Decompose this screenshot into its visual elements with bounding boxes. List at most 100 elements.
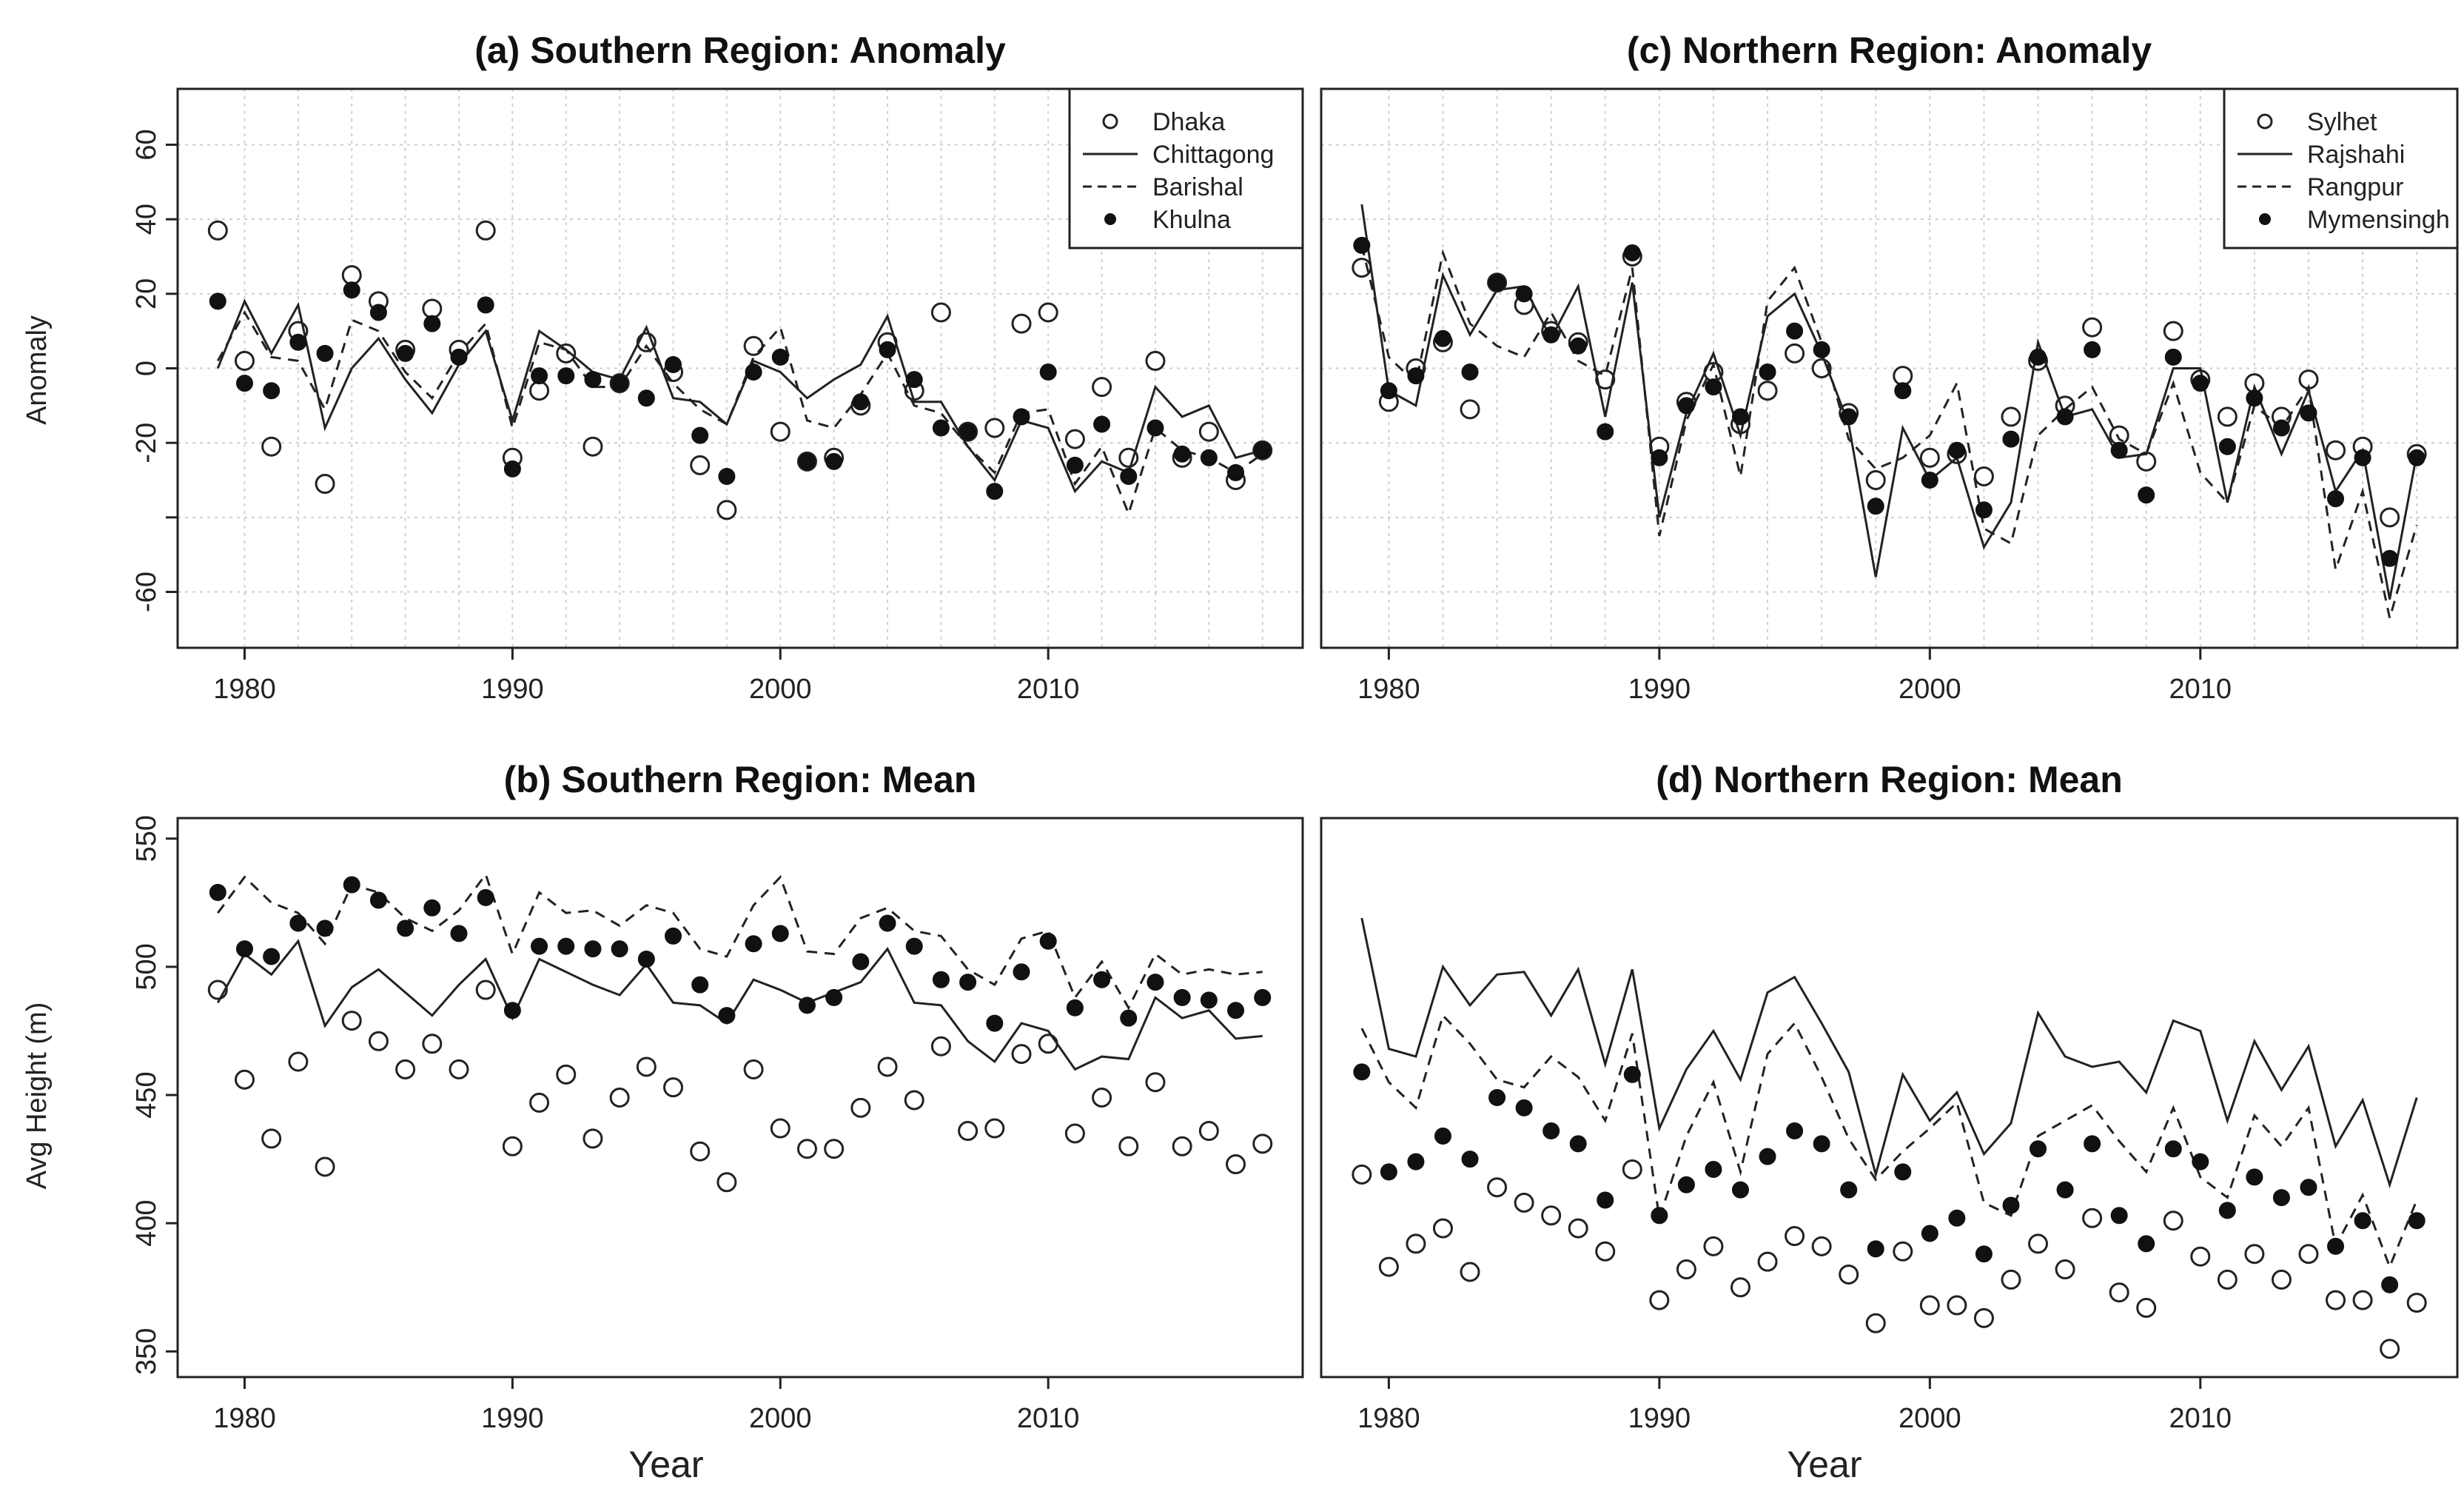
- panel-title: (a) Southern Region: Anomaly: [474, 30, 1006, 71]
- data-point: [1623, 1065, 1641, 1083]
- data-point: [2164, 1140, 2182, 1158]
- data-point: [1813, 341, 1830, 358]
- data-point: [2110, 1207, 2128, 1225]
- data-point: [2218, 1202, 2236, 1219]
- data-point: [423, 899, 441, 917]
- data-point: [2082, 317, 2103, 338]
- data-point: [207, 220, 228, 241]
- data-point: [2030, 1140, 2047, 1158]
- data-point: [1893, 366, 1913, 386]
- data-point: [397, 920, 414, 937]
- data-point: [1757, 1251, 1778, 1272]
- data-point: [2163, 1210, 2183, 1231]
- data-point: [209, 883, 226, 901]
- data-point: [1064, 429, 1085, 449]
- data-point: [369, 304, 387, 321]
- data-point: [2030, 348, 2047, 366]
- data-point: [234, 350, 255, 371]
- data-point: [771, 925, 789, 942]
- data-point: [477, 296, 494, 314]
- data-point: [959, 974, 977, 991]
- data-point: [984, 1118, 1005, 1139]
- data-point: [665, 355, 682, 373]
- data-point: [1488, 274, 1506, 292]
- data-point: [2138, 486, 2155, 504]
- data-point: [2272, 419, 2290, 437]
- data-point: [475, 979, 496, 1000]
- data-point: [743, 1059, 764, 1079]
- y-tick-label: 450: [131, 1071, 162, 1118]
- data-point: [1118, 447, 1139, 468]
- grid: [178, 89, 1303, 648]
- y-tick-label: 400: [131, 1199, 162, 1246]
- data-point: [1921, 472, 1938, 489]
- data-point: [261, 1128, 282, 1149]
- data-point: [1595, 1241, 1616, 1262]
- data-point: [316, 344, 334, 362]
- data-point: [450, 925, 468, 942]
- legend-label: Barishal: [1152, 173, 1243, 201]
- data-point: [2327, 1237, 2345, 1255]
- data-point: [584, 940, 602, 958]
- data-point: [1867, 498, 1884, 515]
- data-point: [2300, 404, 2317, 422]
- data-point: [2381, 549, 2399, 567]
- data-point: [1893, 1241, 1913, 1262]
- y-tick-label: -20: [131, 423, 162, 463]
- data-point: [1515, 1099, 1533, 1116]
- data-point: [796, 1139, 817, 1159]
- data-point: [2109, 425, 2129, 446]
- data-point: [2002, 1196, 2020, 1214]
- data-point: [718, 467, 736, 485]
- data-point: [2084, 341, 2101, 358]
- data-point: [2002, 430, 2020, 448]
- data-point: [1198, 421, 1219, 442]
- x-tick-label: 2010: [1017, 1403, 1080, 1434]
- data-point: [1515, 285, 1533, 303]
- y-tick-label: 550: [131, 815, 162, 862]
- data-point: [1066, 999, 1084, 1017]
- data-point: [531, 937, 548, 955]
- data-point: [637, 950, 655, 968]
- data-point: [1461, 1151, 1479, 1168]
- y-tick-label: 60: [131, 129, 162, 160]
- data-point: [2298, 1244, 2319, 1265]
- data-point: [1407, 1153, 1425, 1171]
- x-tick-label: 1990: [481, 1403, 544, 1434]
- data-point: [583, 436, 603, 457]
- data-point: [1460, 399, 1480, 420]
- series-barishal: [217, 872, 1263, 1011]
- data-point: [503, 1002, 521, 1019]
- data-point: [770, 421, 790, 442]
- series-line: [1360, 917, 2418, 1189]
- data-point: [1173, 988, 1191, 1006]
- data-point: [2217, 406, 2238, 427]
- data-point: [584, 371, 602, 389]
- data-point: [1353, 1063, 1371, 1081]
- data-point: [2326, 1290, 2346, 1310]
- data-point: [958, 1121, 978, 1142]
- data-point: [2001, 1269, 2021, 1290]
- data-point: [2271, 1269, 2292, 1290]
- data-point: [718, 1007, 736, 1025]
- x-tick-label: 1980: [1357, 674, 1420, 705]
- data-point: [1757, 381, 1778, 401]
- data-point: [2136, 1297, 2157, 1318]
- data-point: [1731, 1181, 1749, 1199]
- data-point: [1813, 1135, 1830, 1153]
- data-point: [235, 375, 253, 392]
- data-point: [502, 1136, 523, 1156]
- legend-label: Khulna: [1152, 206, 1231, 234]
- panel-a-southern-anomaly: (a) Southern Region: Anomaly 1980 1990 2000…: [21, 30, 1304, 1485]
- data-point: [1786, 1122, 1804, 1140]
- data-point: [1975, 1245, 1993, 1263]
- data-point: [1406, 1233, 1426, 1254]
- legend-marker: [1104, 213, 1116, 225]
- data-point: [663, 1077, 684, 1098]
- data-point: [716, 500, 737, 520]
- legend-label: Chittagong: [1152, 141, 1274, 169]
- data-point: [343, 281, 360, 299]
- legend-marker: [2259, 213, 2271, 225]
- data-point: [1865, 470, 1886, 490]
- legend: Sylhet Rajshahi Rangpur Mymensingh: [2223, 87, 2459, 250]
